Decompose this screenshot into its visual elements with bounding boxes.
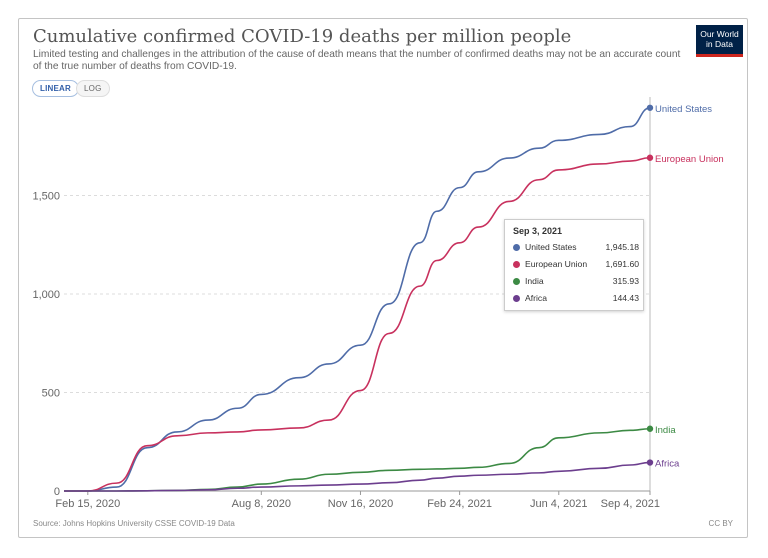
chart-subtitle: Limited testing and challenges in the at… xyxy=(33,49,681,72)
tooltip-series-name: India xyxy=(525,276,544,286)
tooltip-series-name: United States xyxy=(525,242,577,252)
x-tick-label: Nov 16, 2020 xyxy=(328,498,393,510)
tooltip-row: India 315.93 xyxy=(513,276,639,288)
x-tick-label: Feb 15, 2020 xyxy=(55,498,120,510)
logo-line-2: in Data xyxy=(706,38,733,49)
tooltip-series-name: European Union xyxy=(525,259,588,269)
source-note[interactable]: Source: Johns Hopkins University CSSE CO… xyxy=(33,519,235,528)
series-label-european-union[interactable]: European Union xyxy=(655,154,724,165)
series-line-africa[interactable] xyxy=(64,461,651,492)
hover-tooltip: Sep 3, 2021 United States 1,945.18 Europ… xyxy=(504,219,644,311)
series-end-point-india[interactable] xyxy=(646,425,654,432)
line-chart[interactable]: 0 500 1,000 1,500 Feb 15, 2020 Aug 8, 2020 Nov… xyxy=(19,19,748,538)
x-tick-label: Sep 4, 2021 xyxy=(601,498,660,510)
series-end-point-european-union[interactable] xyxy=(646,154,654,161)
series-label-united-states[interactable]: United States xyxy=(655,104,712,115)
legend-dot-united-states xyxy=(513,244,520,251)
tooltip-series-value: 315.93 xyxy=(612,276,639,286)
y-tick-label: 1,000 xyxy=(32,289,60,301)
tooltip-series-name: Africa xyxy=(525,293,547,303)
license-note[interactable]: CC BY xyxy=(708,519,733,528)
legend-dot-european-union xyxy=(513,261,520,268)
tooltip-series-value: 1,945.18 xyxy=(605,242,639,252)
x-tick-label: Aug 8, 2020 xyxy=(232,498,291,510)
series-line-india[interactable] xyxy=(64,427,651,492)
x-tick-label: Jun 4, 2021 xyxy=(530,498,588,510)
legend-dot-india xyxy=(513,278,520,285)
legend-dot-africa xyxy=(513,295,520,302)
chart-title: Cumulative confirmed COVID-19 deaths per… xyxy=(33,26,572,47)
owid-logo[interactable]: Our World in Data xyxy=(696,25,743,57)
tooltip-row: United States 1,945.18 xyxy=(513,242,639,254)
tooltip-series-value: 144.43 xyxy=(612,293,639,303)
x-tick-label: Feb 24, 2021 xyxy=(427,498,492,510)
series-label-india[interactable]: India xyxy=(655,425,676,436)
logo-line-1: Our World xyxy=(700,29,739,39)
y-tick-label: 0 xyxy=(54,486,60,498)
y-tick-label: 1,500 xyxy=(32,191,60,203)
tooltip-series-value: 1,691.60 xyxy=(605,259,639,269)
log-scale-button[interactable]: LOG xyxy=(76,80,110,97)
series-end-point-africa[interactable] xyxy=(646,459,654,466)
series-label-africa[interactable]: Africa xyxy=(655,459,680,470)
chart-card: Cumulative confirmed COVID-19 deaths per… xyxy=(18,18,748,538)
y-tick-label: 500 xyxy=(42,388,60,400)
series-end-point-united-states[interactable] xyxy=(646,104,654,111)
tooltip-row: European Union 1,691.60 xyxy=(513,259,639,271)
tooltip-row: Africa 144.43 xyxy=(513,293,639,305)
series-line-european-union[interactable] xyxy=(64,156,651,492)
tooltip-date: Sep 3, 2021 xyxy=(513,226,563,236)
